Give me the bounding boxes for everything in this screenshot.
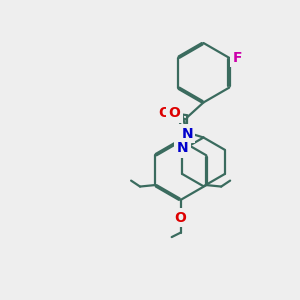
Text: O: O	[168, 106, 180, 120]
Text: N: N	[181, 127, 193, 141]
Text: O: O	[175, 211, 187, 225]
Text: N: N	[177, 141, 188, 155]
Text: F: F	[233, 51, 242, 65]
Text: O: O	[158, 106, 170, 120]
